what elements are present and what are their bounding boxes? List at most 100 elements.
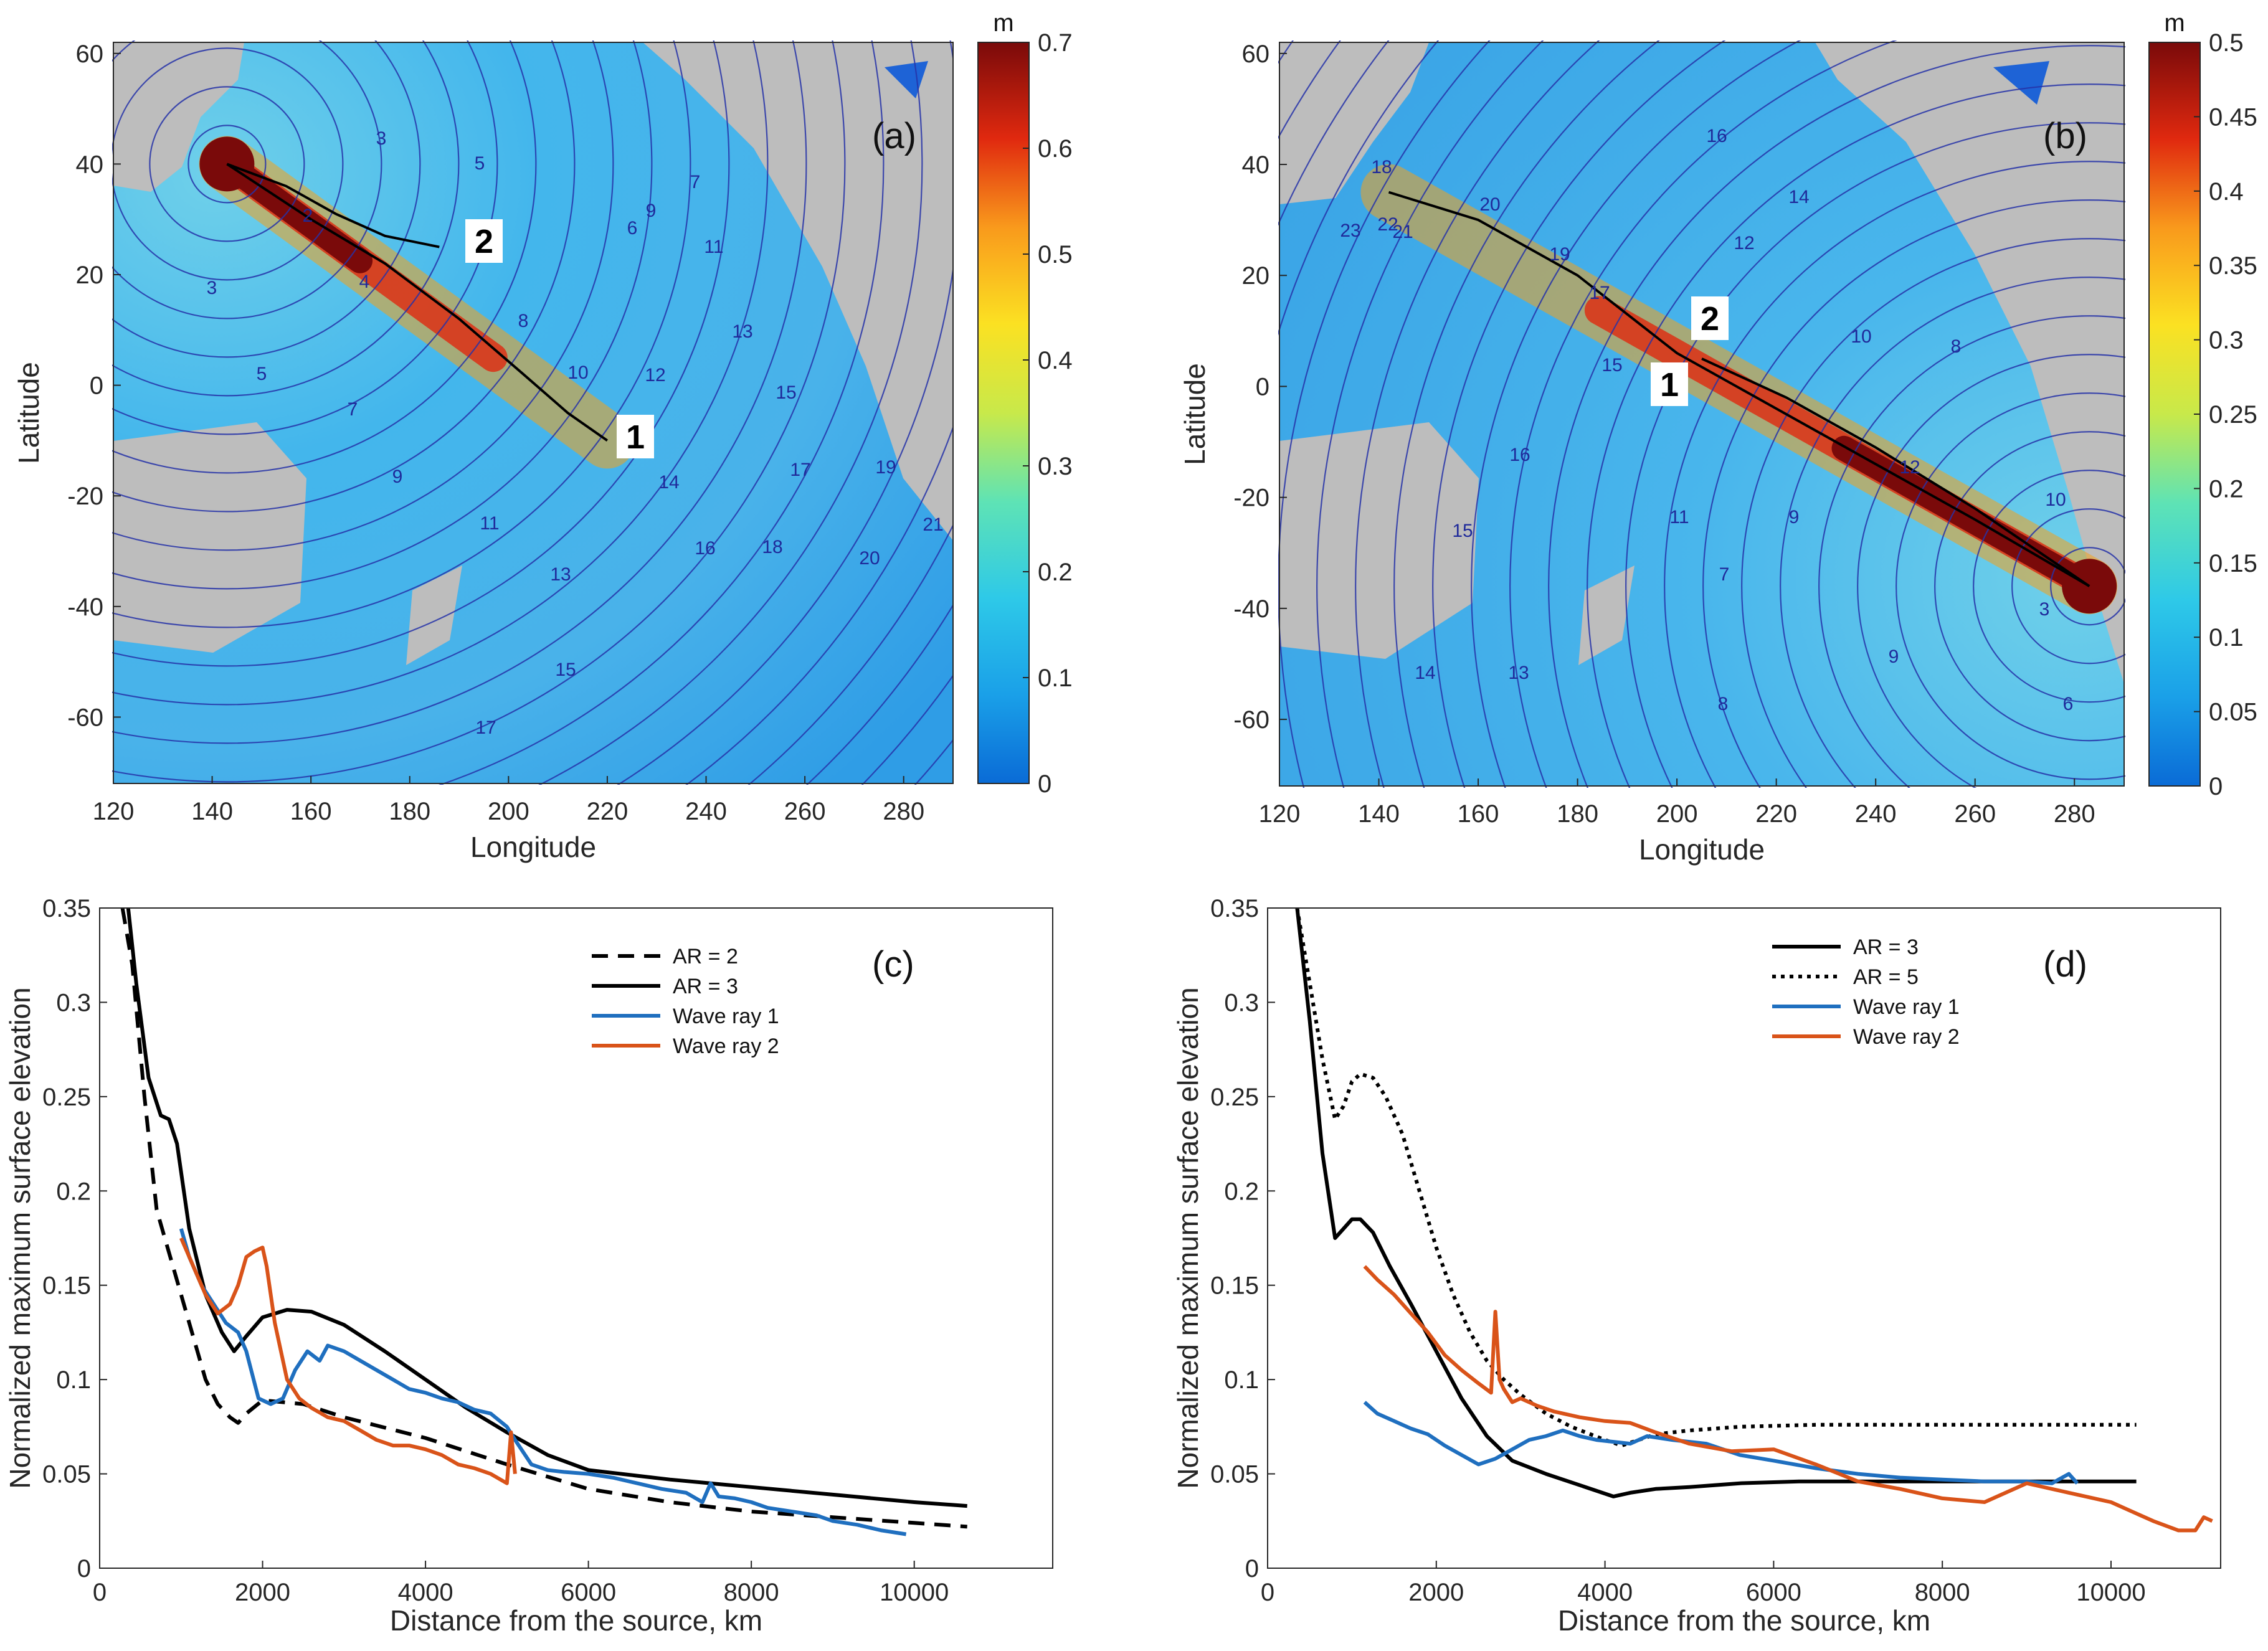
series-line-ar-3 <box>1295 907 2137 1498</box>
colorbar-tick-label: 0.5 <box>1038 241 1073 268</box>
legend-label: Wave ray 2 <box>673 1034 779 1058</box>
travel-time-contour <box>112 40 576 513</box>
contour-label: 8 <box>1718 694 1729 714</box>
land-asia <box>1279 42 1429 204</box>
colorbar-unit: m <box>993 9 1013 37</box>
legend-label: AR = 2 <box>673 945 738 968</box>
travel-time-contour <box>1587 83 2125 788</box>
colorbar-tick-label: 0.5 <box>2209 29 2244 57</box>
contour-label: 3 <box>376 128 387 149</box>
x-tick-label: 160 <box>1458 800 1499 828</box>
contour-label: 20 <box>859 548 880 569</box>
y-tick-label: 0.1 <box>1224 1366 1259 1394</box>
colorbar-tick-label: 0.35 <box>2209 252 2257 280</box>
wave-ray-1 <box>1388 191 2090 587</box>
y-tick-label: 0.3 <box>1224 989 1259 1016</box>
source-region <box>199 136 255 192</box>
contour-label: 17 <box>790 460 810 480</box>
panel-label: (d) <box>2043 944 2087 985</box>
contour-label: 7 <box>690 172 701 192</box>
contour-label: 4 <box>359 272 370 292</box>
contour-label: 9 <box>1789 507 1800 527</box>
travel-time-contour <box>1316 40 1544 788</box>
plot-area <box>100 908 1053 1568</box>
x-axis-label: Distance from the source, km <box>390 1604 762 1637</box>
x-tick-label: 280 <box>2054 800 2095 828</box>
y-tick-label: -40 <box>67 594 103 621</box>
x-tick-label: 10000 <box>880 1579 949 1606</box>
colorbar-tick-label: 0.1 <box>1038 665 1073 692</box>
contour-label: 14 <box>1788 187 1809 207</box>
y-tick-label: 60 <box>1242 40 1270 68</box>
colorbar-unit: m <box>2164 9 2185 37</box>
ray-label-1: 1 <box>1660 366 1679 404</box>
x-tick-label: 4000 <box>1577 1579 1633 1606</box>
x-tick-label: 8000 <box>1915 1579 1970 1606</box>
contour-label: 5 <box>257 364 267 384</box>
travel-time-contour <box>1625 122 2125 788</box>
x-tick-label: 200 <box>488 798 529 825</box>
y-tick-label: 0.25 <box>42 1084 91 1111</box>
y-tick-label: 0 <box>1245 1555 1259 1582</box>
colorbar-tick-label: 0 <box>2209 773 2223 800</box>
x-tick-label: 220 <box>1755 800 1797 828</box>
contour-label: 16 <box>1509 445 1530 465</box>
y-tick-label: 0.3 <box>56 989 91 1016</box>
axes-frame <box>1267 907 2221 1569</box>
contour-label: 10 <box>567 362 588 383</box>
panel-label: (a) <box>872 116 916 156</box>
series-line-wave-ray-1 <box>179 1228 907 1536</box>
x-tick-label: 10000 <box>2076 1579 2145 1606</box>
x-tick-label: 2000 <box>1408 1579 1464 1606</box>
travel-time-contour <box>112 40 846 783</box>
contour-label: 12 <box>1899 457 1920 478</box>
legend-label: AR = 5 <box>1853 965 1919 989</box>
y-tick-label: 20 <box>76 262 104 289</box>
contour-label: 18 <box>762 537 782 557</box>
travel-time-contour <box>112 40 807 744</box>
contour-label: 21 <box>1392 222 1413 242</box>
travel-time-contour <box>149 86 305 242</box>
y-tick-label: 0.2 <box>56 1178 91 1205</box>
series-line-ar-2 <box>120 907 967 1529</box>
travel-time-contour <box>1702 199 2125 788</box>
colorbar-tick-label: 0.1 <box>2209 624 2244 651</box>
travel-time-contour <box>112 40 498 435</box>
plot-area <box>1268 908 2221 1568</box>
travel-time-contour <box>112 47 344 281</box>
travel-time-contour <box>112 40 691 628</box>
wave-ray-1 <box>226 163 609 442</box>
x-tick-label: 140 <box>1358 800 1400 828</box>
axes-frame <box>113 42 954 784</box>
land-water-patch <box>885 61 928 98</box>
contour-label: 9 <box>392 466 403 487</box>
contour-label: 21 <box>923 514 943 535</box>
y-axis-label: Latitude <box>12 362 45 464</box>
colorbar-tick-label: 0.3 <box>1038 453 1073 480</box>
contour-label: 3 <box>2039 599 2050 620</box>
land-new-zealand <box>1578 565 1635 665</box>
y-tick-label: 0.2 <box>1224 1178 1259 1205</box>
y-tick-label: 0.1 <box>56 1366 91 1394</box>
contour-label: 6 <box>627 218 638 239</box>
y-tick-label: 40 <box>76 151 104 178</box>
travel-time-contour <box>112 40 614 551</box>
x-tick-label: 120 <box>93 798 135 825</box>
y-tick-label: 0.15 <box>1210 1272 1259 1300</box>
travel-time-contour <box>1393 40 1660 788</box>
contour-label: 16 <box>1706 126 1727 146</box>
y-axis-label: Latitude <box>1179 363 1211 465</box>
contour-label: 14 <box>658 472 679 493</box>
y-tick-label: -20 <box>67 483 103 510</box>
wave-ray-2 <box>226 163 440 248</box>
series-line-wave-ray-2 <box>179 1237 517 1485</box>
travel-time-contour <box>1355 40 1600 788</box>
legend-label: Wave ray 1 <box>1853 995 1960 1019</box>
land-australia <box>113 422 306 653</box>
x-tick-label: 4000 <box>398 1579 453 1606</box>
contour-label: 10 <box>1851 326 1871 347</box>
contour-label: 9 <box>1889 646 1899 667</box>
legend-label: Wave ray 2 <box>1853 1025 1960 1049</box>
y-tick-label: 0.35 <box>1210 895 1259 922</box>
ray-label-box <box>617 415 654 458</box>
